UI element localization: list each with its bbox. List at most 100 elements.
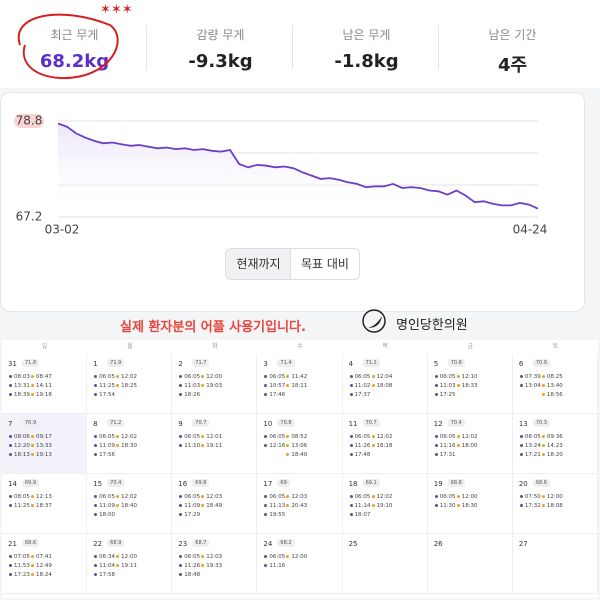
time-entry: 06:34 [94, 553, 115, 562]
day-number: 8 [93, 420, 98, 428]
dot [9, 573, 12, 576]
stat: 남은 무게 -1.8kg [294, 0, 439, 72]
day-number: 27 [518, 540, 528, 548]
time: 17:58 [99, 572, 115, 578]
weekday: 토 [552, 343, 559, 350]
time-entry: 11:03 [434, 382, 456, 391]
dot [519, 504, 523, 507]
time-entry: 06:05 [264, 493, 285, 502]
dot [116, 375, 120, 378]
time-column: 12:04 18:08 [371, 373, 392, 391]
calendar: 일 월 화 수 목 금 토 31 71.8 08:03 13:31 18:39 08:47 14:11 19… [2, 340, 598, 598]
time-column: 12:00 19:11 [116, 553, 137, 571]
dot [434, 504, 438, 507]
time-column: 06:05 12:16 [264, 433, 285, 451]
time: 08:47 [36, 374, 52, 380]
time-entry: 06:05 [94, 373, 115, 382]
time: 11:42 [291, 374, 308, 380]
time: 11:02 [354, 383, 371, 389]
weight-badge: 70.4 [447, 419, 465, 427]
time: 12:49 [36, 563, 52, 569]
dot [541, 453, 545, 456]
dot [519, 375, 523, 378]
time-entry: 11:09 [94, 502, 115, 511]
time: 18:26 [184, 392, 201, 398]
time-column: 09:36 14:23 18:20 [541, 433, 563, 460]
time: 11:03 [184, 383, 201, 389]
time-entry: 11:10 [179, 442, 200, 451]
time: 06:05 [269, 434, 286, 440]
time: 11:03 [439, 383, 456, 389]
day-number: 31 [8, 360, 17, 368]
stat-label: 감량 무게 [196, 28, 245, 42]
weight-badge: 70.8 [447, 359, 465, 367]
weekday: 일 [41, 343, 48, 350]
dot [541, 444, 545, 447]
weight-badge: 69.8 [192, 479, 210, 487]
time-entry: 11:16 [434, 442, 456, 451]
time-column: 09:17 13:33 19:13 [31, 433, 52, 460]
time-entry: 13:04 [519, 382, 541, 391]
dot [9, 555, 12, 558]
time: 06:05 [99, 434, 115, 440]
dot [349, 495, 353, 498]
day-cell: 2 71.7 06:05 11:03 18:26 12:00 19:03 [172, 354, 258, 414]
time-entry: 17:54 [94, 391, 115, 400]
time: 08:06 [14, 434, 30, 440]
dot [264, 384, 268, 387]
time: 12:03 [206, 554, 223, 560]
tab-button[interactable]: 현재까지 [225, 248, 292, 280]
dot [179, 435, 183, 438]
dot [94, 504, 98, 507]
time-entry: 12:02 [371, 433, 392, 442]
time-entry: 12:00 [541, 493, 563, 502]
dot [349, 435, 353, 438]
day-cell: 13 70.3 08:05 13:24 17:21 09:36 14:23 18:20 [512, 414, 598, 474]
dot [9, 495, 12, 498]
dot [434, 435, 438, 438]
time-entry: 11:25 [9, 502, 30, 511]
day-cell: 5 70.8 06:05 11:03 17:25 12:10 18:33 [427, 354, 513, 414]
dot [286, 435, 290, 438]
dot [434, 375, 438, 378]
time-column: 07:05 11:53 17:23 [9, 553, 30, 580]
time-column: 06:05 10:57 17:46 [264, 373, 285, 400]
dot [179, 564, 183, 567]
dot [31, 495, 34, 498]
logo [362, 309, 386, 333]
time-entry: 19:18 [31, 391, 52, 400]
time-entry: 06:05 [179, 493, 200, 502]
time-entry: 18:08 [371, 382, 392, 391]
dot [179, 513, 183, 516]
time-column: 08:47 14:11 19:18 [31, 373, 52, 400]
dot [456, 375, 460, 378]
time: 11:10 [184, 443, 201, 449]
dot [519, 384, 523, 387]
x-tick-label: 04-24 [513, 223, 548, 237]
dot [434, 384, 438, 387]
time-entry: 17:48 [349, 451, 370, 460]
time-column: 06:05 11:10 [179, 433, 200, 451]
time-entry: 07:05 [9, 553, 30, 562]
day-cell: 10 70.8 06:05 12:16 08:52 13:06 18:40 [257, 414, 343, 474]
time-column: 12:03 20:43 [286, 493, 307, 511]
dot [179, 444, 183, 447]
tab-button[interactable]: 목표 대비 [290, 248, 360, 280]
time-entry: 07:41 [31, 553, 52, 562]
time-entry: 06:05 [94, 493, 115, 502]
time-entry: 18:56 [541, 391, 563, 400]
dot [94, 513, 98, 516]
day-cell: 9 70.7 06:05 11:10 12:01 19:11 [172, 414, 258, 474]
time-entry: 19:55 [264, 511, 285, 520]
weekday: 수 [297, 343, 303, 350]
time: 18:40 [291, 452, 308, 458]
weight-badge: 68.6 [532, 479, 550, 487]
dot [456, 444, 460, 447]
weight-badge: 70.9 [532, 359, 550, 367]
dot [349, 513, 353, 516]
time: 17:46 [269, 392, 286, 398]
day-number: 10 [263, 420, 273, 428]
time-entry: 17:46 [264, 391, 285, 400]
dot [31, 435, 34, 438]
notice: 실제 환자분의 어플 사용기입니다. [120, 320, 306, 335]
